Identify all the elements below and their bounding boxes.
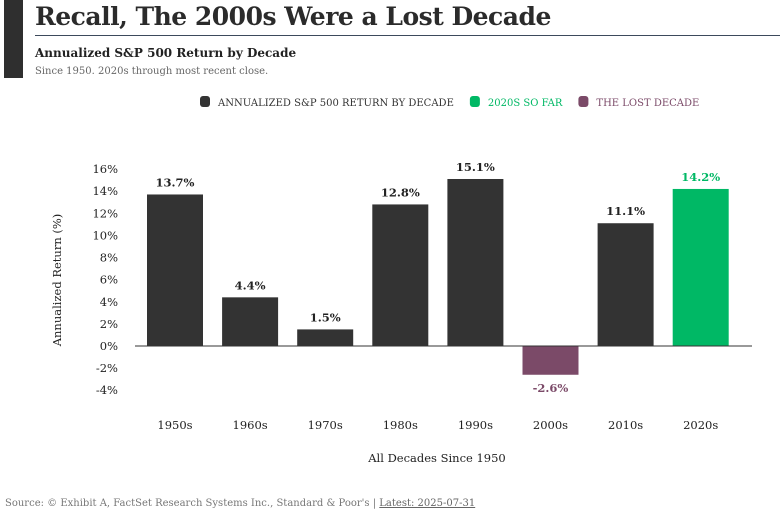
x-tick-label: 1970s <box>308 418 343 432</box>
bar-1950s <box>147 194 203 346</box>
y-tick-label: 4% <box>100 295 118 309</box>
y-tick-label: -4% <box>96 383 118 397</box>
legend-label: THE LOST DECADE <box>596 98 699 109</box>
bar-2020s <box>672 188 729 346</box>
title-divider <box>35 35 780 36</box>
data-label: 1.5% <box>310 310 341 324</box>
data-label: 12.8% <box>381 185 420 199</box>
x-tick-label: 2020s <box>683 418 718 432</box>
y-tick-label: 6% <box>100 273 118 287</box>
legend-label: ANNUALIZED S&P 500 RETURN BY DECADE <box>217 98 454 109</box>
bar-1970s <box>297 329 354 346</box>
bar-1960s <box>222 297 279 346</box>
data-label: 14.2% <box>681 170 720 184</box>
x-tick-label: 1950s <box>157 418 192 432</box>
y-tick-label: 2% <box>100 317 118 331</box>
source-line: Source: © Exhibit A, FactSet Research Sy… <box>5 498 475 509</box>
page-title: Recall, The 2000s Were a Lost Decade <box>35 2 551 31</box>
data-label: -2.6% <box>533 381 569 395</box>
y-tick-label: 10% <box>92 228 118 242</box>
y-tick-label: 12% <box>92 206 118 220</box>
bar-2010s <box>597 223 654 346</box>
latest-date-link[interactable]: Latest: 2025-07-31 <box>379 498 476 509</box>
x-tick-label: 1990s <box>458 418 493 432</box>
y-tick-label: 8% <box>100 251 118 265</box>
x-tick-label: 1980s <box>383 418 418 432</box>
x-tick-label: 2010s <box>608 418 643 432</box>
legend-swatch <box>469 96 480 107</box>
source-text: Source: © Exhibit A, FactSet Research Sy… <box>5 498 380 509</box>
bar-1980s <box>372 204 429 346</box>
data-label: 11.1% <box>606 204 645 218</box>
data-label: 4.4% <box>235 278 266 292</box>
y-tick-label: 14% <box>92 184 118 198</box>
y-tick-label: 0% <box>100 339 118 353</box>
accent-bar <box>4 0 23 78</box>
bar-chart: ANNUALIZED S&P 500 RETURN BY DECADE 2020S… <box>50 96 752 465</box>
y-tick-label: -2% <box>96 361 118 375</box>
bar-2000s <box>522 346 579 375</box>
legend-swatch <box>200 96 210 107</box>
chart-note: Since 1950. 2020s through most recent cl… <box>35 66 269 77</box>
y-axis-title: Annualized Return (%) <box>50 214 64 348</box>
chart-subtitle: Annualized S&P 500 Return by Decade <box>35 46 297 60</box>
bar-1990s <box>447 178 504 346</box>
data-label: 15.1% <box>456 160 495 174</box>
y-tick-label: 16% <box>92 162 118 176</box>
data-label: 13.7% <box>156 175 195 189</box>
legend-label: 2020S SO FAR <box>488 98 563 109</box>
legend-swatch <box>578 96 589 107</box>
x-tick-label: 2000s <box>533 418 568 432</box>
x-axis-title: All Decades Since 1950 <box>367 451 506 465</box>
x-tick-label: 1960s <box>233 418 268 432</box>
